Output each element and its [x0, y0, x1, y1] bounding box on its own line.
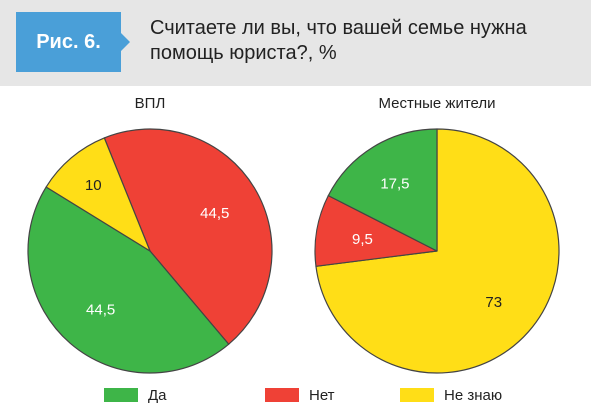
figure-badge: Рис. 6.	[16, 12, 130, 72]
pie-slice	[327, 128, 438, 252]
legend-label-no: Нет	[309, 386, 335, 404]
pie-charts: ВПЛ 44,5 44,5 10 Местные жители 73 9,5 17,5	[27, 95, 560, 374]
legend-item-yes: Да	[104, 385, 167, 405]
pie-slice-label: 44,5	[86, 301, 115, 318]
legend-swatch-no	[265, 388, 299, 402]
pie-slice	[103, 128, 273, 345]
pie-slice-label: 17,5	[380, 175, 409, 192]
pie-slice	[45, 137, 151, 252]
legend-item-dont-know: Не знаю	[400, 385, 502, 405]
pie-title: ВПЛ	[135, 95, 166, 112]
pie-chart-vpl: ВПЛ 44,5 44,5 10	[27, 95, 273, 374]
pie-slice-label: 9,5	[352, 231, 373, 248]
figure-number: Рис. 6.	[36, 30, 101, 53]
legend-label-dont-know: Не знаю	[444, 386, 503, 404]
pie-slice	[27, 186, 230, 374]
pie-slice-label: 10	[85, 177, 102, 194]
badge-shape	[16, 12, 130, 72]
pie-chart-local-residents: Местные жители 73 9,5 17,5	[314, 95, 560, 374]
legend-swatch-dont-know	[400, 388, 434, 402]
pie-slice-label: 73	[485, 294, 502, 311]
figure-title: Считаете ли вы, что вашей семье нужна по…	[150, 17, 527, 64]
legend-swatch-yes	[104, 388, 138, 402]
legend-label-yes: Да	[148, 386, 167, 404]
pie-title: Местные жители	[378, 95, 495, 112]
legend-item-no: Нет	[265, 385, 335, 405]
pie-slice-label: 44,5	[200, 205, 229, 222]
